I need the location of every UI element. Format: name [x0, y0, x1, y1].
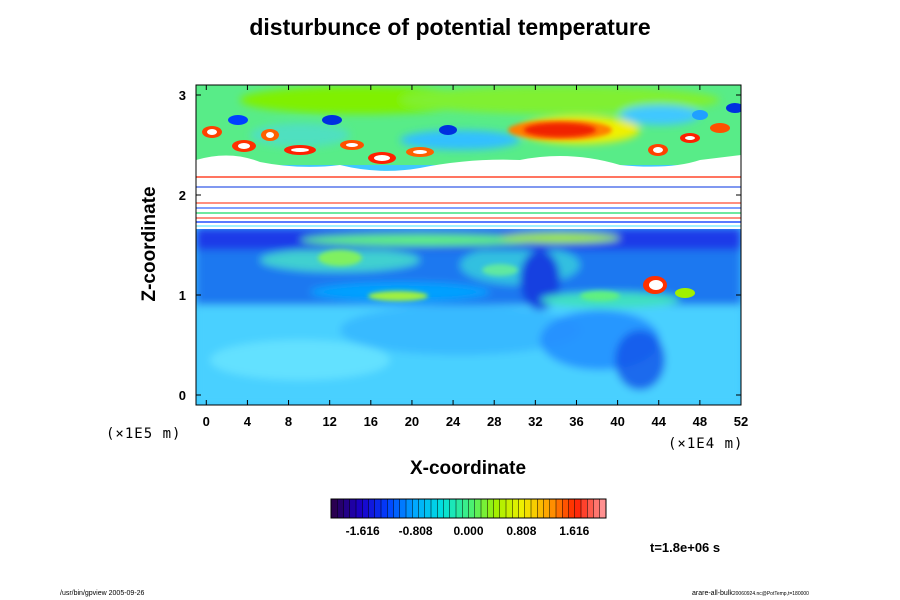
- colorbar-cell: [349, 499, 357, 518]
- colorbar-cell: [374, 499, 382, 518]
- colorbar-cell: [399, 499, 407, 518]
- colorbar-cell: [456, 499, 463, 518]
- colorbar-cell: [531, 499, 538, 518]
- x-tick-label: 52: [734, 414, 748, 429]
- y-axis-unit: (×1E5 m): [106, 426, 182, 442]
- plot-frame: [195, 84, 742, 406]
- colorbar: -1.616 -0.808 0.000 0.808 1.616: [330, 498, 607, 538]
- colorbar-cell: [337, 499, 344, 518]
- colorbar-cell: [356, 499, 363, 518]
- white-band: [196, 155, 741, 229]
- colorbar-tick-label: 1.616: [559, 524, 589, 538]
- time-label: t=1.8e+06 s: [650, 540, 721, 555]
- colorbar-cell: [581, 499, 588, 518]
- footer-source: arare-all-bulk20060924.nc@PotTemp,t=1800…: [692, 590, 809, 597]
- x-axis: 0 4 8 12 16 20 24 28 32 36 40 44 48 52: [203, 85, 748, 429]
- colorbar-cell: [418, 499, 426, 518]
- colorbar-cell: [518, 499, 526, 518]
- colorbar-cell: [424, 499, 432, 518]
- x-tick-label: 44: [652, 414, 667, 429]
- colorbar-cell: [593, 499, 601, 518]
- colorbar-cell: [343, 499, 351, 518]
- colorbar-cell: [437, 499, 444, 518]
- x-tick-label: 32: [528, 414, 542, 429]
- colorbar-cell: [406, 499, 413, 518]
- x-axis-label: X-coordinate: [409, 458, 527, 479]
- colorbar-cell: [381, 499, 388, 518]
- x-tick-label: 24: [446, 414, 461, 429]
- colorbar-cell: [331, 499, 338, 518]
- colorbar-cell: [499, 499, 507, 518]
- colorbar-cell: [387, 499, 394, 518]
- x-tick-label: 40: [610, 414, 624, 429]
- colorbar-cell: [368, 499, 376, 518]
- footer-source-variable: 20060924.nc@PotTemp,t=180000: [732, 591, 809, 597]
- x-tick-label: 28: [487, 414, 501, 429]
- y-tick-label: 3: [179, 88, 186, 103]
- colorbar-cell: [474, 499, 482, 518]
- colorbar-cell: [549, 499, 557, 518]
- warm-anomaly: [643, 276, 695, 298]
- colorbar-cell: [537, 499, 544, 518]
- x-tick-label: 4: [244, 414, 252, 429]
- colorbar-cell: [487, 499, 494, 518]
- y-tick-label: 1: [179, 288, 186, 303]
- colorbar-cell: [524, 499, 532, 518]
- colorbar-tick-label: 0.808: [506, 524, 536, 538]
- colorbar-cell: [468, 499, 476, 518]
- colorbar-cell: [568, 499, 576, 518]
- colorbar-frame: [330, 498, 607, 519]
- heatmap-field: [196, 85, 741, 405]
- colorbar-cell: [556, 499, 563, 518]
- y-tick-label: 0: [179, 388, 186, 403]
- colorbar-tick-label: 0.000: [453, 524, 483, 538]
- y-axis: 0 1 2 3: [179, 88, 741, 403]
- chart-title: disturbunce of potential temperature: [249, 14, 651, 40]
- colorbar-cell: [449, 499, 457, 518]
- x-tick-label: 20: [405, 414, 419, 429]
- colorbar-cell: [443, 499, 451, 518]
- colorbar-cell: [462, 499, 469, 518]
- colorbar-cell: [574, 499, 582, 518]
- colorbar-cell: [393, 499, 401, 518]
- footer-command: /usr/bin/gpview 2005-09-26: [60, 590, 145, 597]
- colorbar-cell: [481, 499, 488, 518]
- x-tick-label: 8: [285, 414, 292, 429]
- y-tick-label: 2: [179, 188, 186, 203]
- x-tick-label: 12: [322, 414, 336, 429]
- colorbar-cell: [587, 499, 594, 518]
- colorbar-tick-label: -1.616: [346, 524, 380, 538]
- colorbar-cell: [362, 499, 369, 518]
- colorbar-cell: [599, 499, 607, 518]
- x-tick-label: 48: [693, 414, 707, 429]
- colorbar-cell: [412, 499, 419, 518]
- wave-cells: [202, 103, 741, 164]
- colorbar-cell: [431, 499, 438, 518]
- colorbar-cell: [493, 499, 501, 518]
- colorbar-cell: [562, 499, 569, 518]
- x-tick-label: 36: [569, 414, 583, 429]
- colorbar-cell: [543, 499, 551, 518]
- colorbar-cell: [512, 499, 519, 518]
- colorbar-cell: [506, 499, 513, 518]
- colorbar-tick-label: -0.808: [399, 524, 433, 538]
- x-tick-label: 16: [364, 414, 378, 429]
- x-tick-label: 0: [203, 414, 210, 429]
- footer-source-name: arare-all-bulk: [692, 590, 733, 597]
- x-axis-unit: (×1E4 m): [668, 436, 744, 452]
